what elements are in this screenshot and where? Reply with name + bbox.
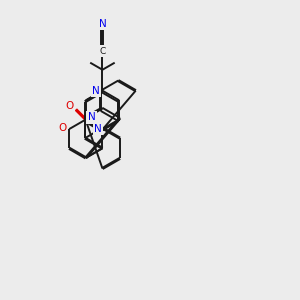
Text: C: C bbox=[100, 46, 106, 56]
Text: N: N bbox=[88, 112, 95, 122]
Text: N: N bbox=[92, 86, 100, 96]
Text: O: O bbox=[66, 101, 74, 112]
Text: N: N bbox=[99, 19, 106, 29]
Text: O: O bbox=[58, 124, 67, 134]
Text: N: N bbox=[94, 124, 102, 134]
